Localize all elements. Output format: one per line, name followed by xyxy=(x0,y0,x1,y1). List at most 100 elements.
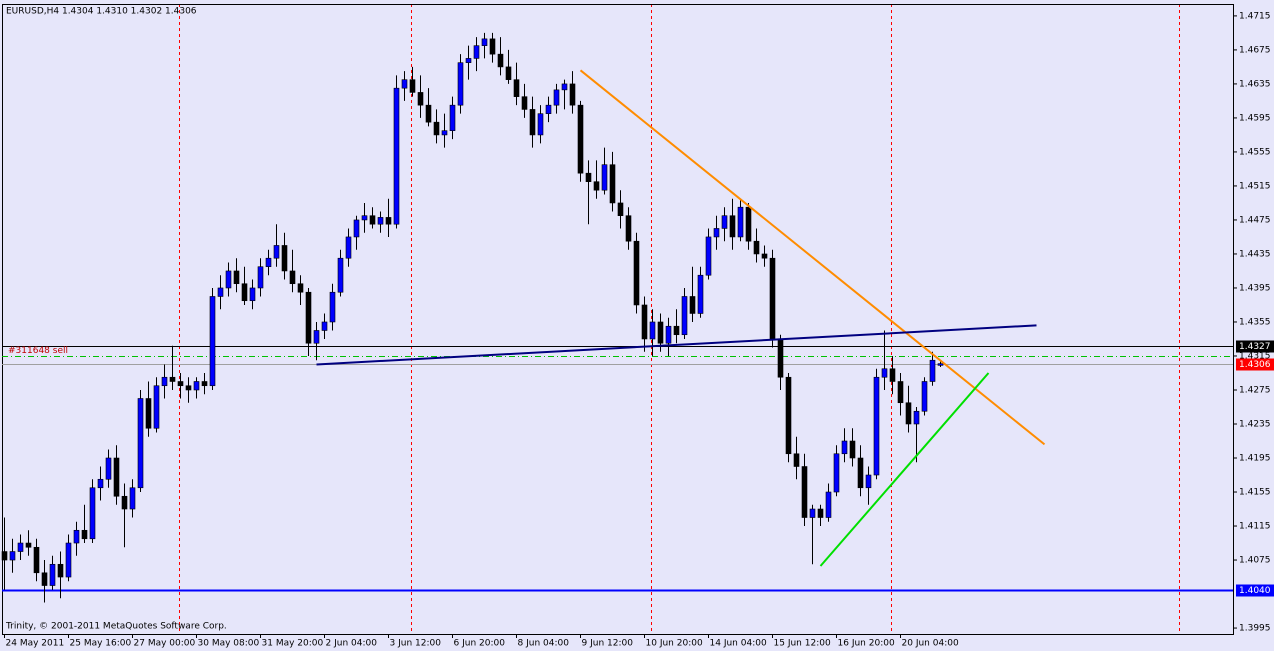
candle-body xyxy=(681,296,688,336)
candle-body xyxy=(865,474,872,489)
candle-body xyxy=(609,164,616,204)
candle-body xyxy=(97,478,104,489)
candle-body xyxy=(449,104,456,131)
candle-body xyxy=(513,79,520,97)
trendline xyxy=(579,69,1046,446)
candle-body xyxy=(241,283,248,302)
price-box-label: 1.4040 xyxy=(1239,586,1271,596)
candle-body xyxy=(857,457,864,489)
candle-body xyxy=(217,287,224,297)
candle-body xyxy=(777,338,784,378)
candle-body xyxy=(593,181,600,191)
y-tick-label: 1.4595 xyxy=(1239,113,1271,123)
y-tick-label: 1.4395 xyxy=(1239,283,1271,293)
y-tick-label: 1.4315 xyxy=(1239,351,1271,361)
candle-body xyxy=(481,38,488,46)
y-tick-label: 1.4075 xyxy=(1239,556,1271,566)
candle-body xyxy=(345,236,352,259)
candle-body xyxy=(801,466,808,518)
candle-body xyxy=(929,359,936,382)
candle-body xyxy=(353,219,360,238)
candle-body xyxy=(169,376,176,382)
candle-body xyxy=(193,381,200,391)
candle-body xyxy=(441,130,448,136)
x-tick-label: 16 Jun 20:00 xyxy=(838,639,895,649)
candle-body xyxy=(921,381,928,412)
candle-body xyxy=(529,109,536,136)
y-tick-label: 1.4115 xyxy=(1239,522,1271,532)
candle-body xyxy=(753,240,760,255)
candle-body xyxy=(937,363,944,366)
candle-body xyxy=(145,398,152,429)
candle-body xyxy=(273,245,280,259)
plot-frame xyxy=(2,4,1234,635)
candle-body xyxy=(41,572,48,586)
candle-body xyxy=(425,104,432,123)
candle-body xyxy=(577,104,584,174)
candle-body xyxy=(705,236,712,276)
candle-body xyxy=(793,453,800,467)
price-box-label: 1.4306 xyxy=(1239,360,1271,370)
y-tick-label: 1.4195 xyxy=(1239,454,1271,464)
candle-body xyxy=(569,83,576,106)
candle-body xyxy=(553,89,560,106)
x-tick-label: 8 Jun 04:00 xyxy=(518,639,570,649)
candle-body xyxy=(185,385,192,391)
candle-body xyxy=(585,172,592,182)
candle-body xyxy=(265,257,272,268)
y-tick-label: 1.4355 xyxy=(1239,317,1271,327)
candle-body xyxy=(417,92,424,106)
candle-body xyxy=(105,457,112,480)
candle-body xyxy=(281,245,288,272)
candle-body xyxy=(689,296,696,314)
candle-body xyxy=(33,546,40,574)
candle-body xyxy=(841,440,848,455)
x-tick-label: 31 May 20:00 xyxy=(262,639,324,649)
x-tick-label: 6 Jun 20:00 xyxy=(454,639,506,649)
candle-body xyxy=(65,542,72,578)
candle-body xyxy=(17,542,24,552)
y-tick-label: 1.4715 xyxy=(1239,11,1271,21)
candle-body xyxy=(361,215,368,221)
candle-body xyxy=(57,563,64,578)
x-tick-label: 15 Jun 12:00 xyxy=(774,639,831,649)
candle-body xyxy=(809,508,816,518)
x-tick-label: 27 May 00:00 xyxy=(134,639,196,649)
candle-body xyxy=(881,368,888,378)
candle-body xyxy=(329,291,336,323)
candle-body xyxy=(177,381,184,387)
trendline xyxy=(316,324,1037,366)
candle-body xyxy=(617,202,624,217)
y-tick-label: 1.4155 xyxy=(1239,488,1271,498)
price-box xyxy=(1236,358,1274,371)
candle-body xyxy=(289,270,296,285)
candle-body xyxy=(129,487,136,510)
candle-body xyxy=(849,440,856,459)
candle-body xyxy=(113,457,120,497)
y-tick-label: 1.4555 xyxy=(1239,147,1271,157)
candle-body xyxy=(201,381,208,387)
candle-body xyxy=(161,376,168,387)
x-tick-label: 24 May 2011 xyxy=(6,639,65,649)
candle-body xyxy=(497,53,504,68)
candle-body xyxy=(889,368,896,382)
candle-body xyxy=(825,491,832,518)
candle-body xyxy=(665,325,672,344)
candle-body xyxy=(121,495,128,510)
candle-body xyxy=(721,215,728,229)
candle-body xyxy=(209,296,216,387)
candle-body xyxy=(537,113,544,136)
candle-body xyxy=(745,206,752,242)
candle-body xyxy=(625,215,632,242)
x-tick-label: 14 Jun 04:00 xyxy=(710,639,767,649)
candle-body xyxy=(305,291,312,344)
price-box xyxy=(1236,340,1274,353)
candle-body xyxy=(521,96,528,110)
period-separators xyxy=(179,4,1180,634)
price-box xyxy=(1236,584,1274,597)
candle-body xyxy=(73,529,80,544)
candle-body xyxy=(233,270,240,285)
x-tick-label: 20 Jun 04:00 xyxy=(902,639,959,649)
